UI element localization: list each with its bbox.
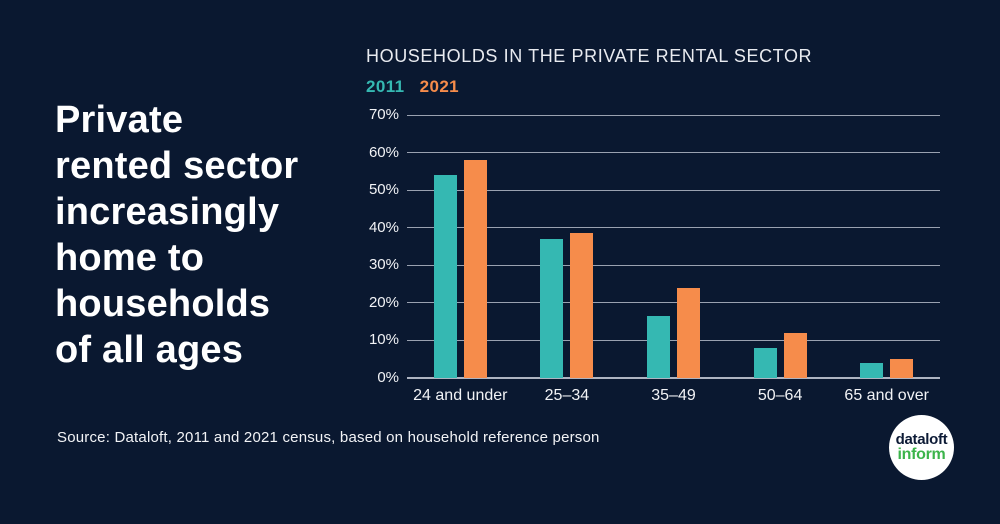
plot-area xyxy=(407,114,940,379)
y-tick-label-30: 30% xyxy=(368,256,399,274)
y-tick-label-20: 20% xyxy=(368,293,399,311)
bar-2021-25–34 xyxy=(570,233,594,378)
x-tick-label-24-and-under: 24 and under xyxy=(413,387,508,404)
headline-line-1: Private xyxy=(55,99,184,141)
x-tick-label-50–64: 50–64 xyxy=(757,387,803,404)
logo-inform-text: inform xyxy=(897,446,946,463)
x-tick-label-25–34: 25–34 xyxy=(544,387,590,404)
legend-item-2011: 2011 xyxy=(366,77,405,96)
y-tick-label-0: 0% xyxy=(377,369,399,386)
y-tick-label-60: 60% xyxy=(368,143,399,161)
gridline-20 xyxy=(407,302,940,304)
dataloft-inform-logo: dataloft inform xyxy=(889,415,954,480)
bar-2021-50–64 xyxy=(783,332,807,378)
bar-2021-24-and-under xyxy=(463,160,487,378)
chart-title: HOUSEHOLDS IN THE PRIVATE RENTAL SECTOR xyxy=(366,46,813,66)
x-tick-label-65-and-over: 65 and over xyxy=(844,387,929,404)
gridline-60 xyxy=(407,152,940,154)
headline-line-3: increasingly xyxy=(55,191,280,233)
gridline-40 xyxy=(407,227,940,229)
headline-line-6: of all ages xyxy=(55,329,244,371)
y-tick-label-40: 40% xyxy=(368,218,399,236)
gridline-70 xyxy=(407,114,940,116)
logo-dataloft-text: dataloft xyxy=(895,431,948,448)
y-tick-label-70: 70% xyxy=(368,106,399,123)
bar-2011-35–49 xyxy=(647,316,670,378)
bar-2011-65-and-over xyxy=(860,362,884,378)
gridline-0 xyxy=(407,377,940,379)
bar-2021-35–49 xyxy=(677,287,700,378)
y-tick-label-10: 10% xyxy=(368,331,399,349)
gridline-30 xyxy=(407,264,940,266)
gridline-50 xyxy=(407,189,940,191)
headline: Private rented sector increasingly home … xyxy=(55,97,298,373)
bar-2011-24-and-under xyxy=(433,175,457,378)
chart-legend: 2011 2021 xyxy=(366,77,469,97)
bar-2011-25–34 xyxy=(540,239,564,378)
source-note: Source: Dataloft, 2011 and 2021 census, … xyxy=(57,429,600,446)
x-axis: 24 and under 25–34 35–49 50–64 65 and over xyxy=(407,387,940,409)
y-axis: 0% 10% 20% 30% 40% 50% 60% 70% xyxy=(335,106,399,386)
headline-line-5: households xyxy=(55,283,271,325)
y-tick-label-50: 50% xyxy=(368,181,399,199)
headline-line-2: rented sector xyxy=(55,145,299,187)
x-tick-label-35–49: 35–49 xyxy=(651,387,696,404)
bar-2011-50–64 xyxy=(753,347,777,378)
bar-2021-65-and-over xyxy=(890,359,914,378)
gridline-10 xyxy=(407,339,940,341)
headline-line-4: home to xyxy=(55,237,205,279)
legend-item-2021: 2021 xyxy=(419,77,460,96)
